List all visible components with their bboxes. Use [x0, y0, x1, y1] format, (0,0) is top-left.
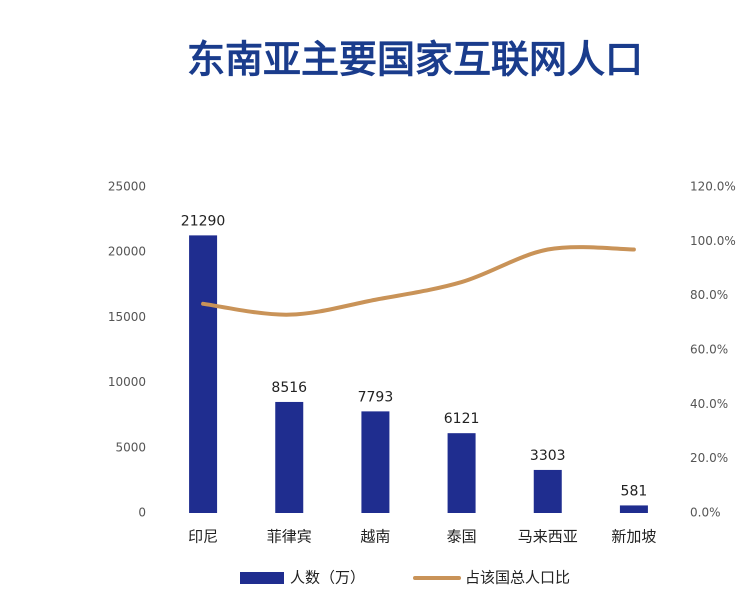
y2-tick-label: 100.0%: [690, 234, 736, 248]
y-tick-label: 5000: [115, 440, 146, 454]
bar: [189, 235, 218, 513]
chart-title: 东南亚主要国家互联网人口: [187, 38, 643, 82]
y-tick-label: 0: [138, 506, 146, 520]
bar: [447, 433, 476, 513]
y2-tick-label: 120.0%: [690, 180, 736, 194]
bar-value-label: 7793: [358, 389, 394, 405]
legend-label: 人数（万）: [290, 569, 365, 587]
x-tick-label: 菲律宾: [267, 528, 312, 546]
bar-value-label: 21290: [181, 213, 226, 229]
legend-swatch: [240, 572, 284, 584]
x-tick-label: 泰国: [447, 528, 477, 546]
y-tick-label: 10000: [108, 375, 146, 389]
y2-tick-label: 60.0%: [690, 343, 728, 357]
x-tick-label: 新加坡: [611, 528, 656, 546]
y2-tick-label: 20.0%: [690, 451, 728, 465]
y-tick-label: 20000: [108, 245, 146, 259]
y2-tick-label: 40.0%: [690, 397, 728, 411]
y2-tick-label: 80.0%: [690, 288, 728, 302]
bar: [275, 401, 304, 513]
bar-value-label: 8516: [271, 380, 307, 396]
y-tick-label: 15000: [108, 310, 146, 324]
line: [201, 245, 636, 317]
legend-label: 占该国总人口比: [465, 569, 570, 587]
y2-tick-label: 0.0%: [690, 506, 721, 520]
bar: [361, 411, 390, 513]
bar: [619, 505, 648, 513]
x-tick-label: 印尼: [188, 528, 218, 546]
bar-value-label: 3303: [530, 448, 566, 464]
x-tick-label: 马来西亚: [518, 528, 578, 546]
bar-value-label: 6121: [444, 411, 480, 427]
bar-value-label: 581: [621, 483, 648, 499]
x-tick-label: 越南: [360, 528, 390, 546]
y-tick-label: 25000: [108, 180, 146, 194]
bar: [533, 469, 562, 513]
